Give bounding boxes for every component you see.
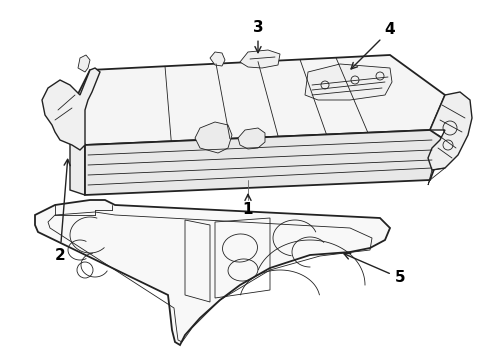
Text: 2: 2 [54,159,70,262]
Text: 4: 4 [351,22,395,69]
Text: 5: 5 [344,253,405,285]
Polygon shape [70,110,85,195]
Polygon shape [238,128,265,149]
Text: 1: 1 [243,194,253,217]
Polygon shape [305,64,392,100]
Polygon shape [70,55,445,145]
Polygon shape [210,52,225,66]
Polygon shape [78,55,90,72]
Polygon shape [42,68,100,150]
Polygon shape [240,50,280,68]
Polygon shape [35,200,390,345]
Polygon shape [195,122,232,153]
Text: 3: 3 [253,21,263,53]
Polygon shape [85,130,445,195]
Polygon shape [428,92,472,170]
